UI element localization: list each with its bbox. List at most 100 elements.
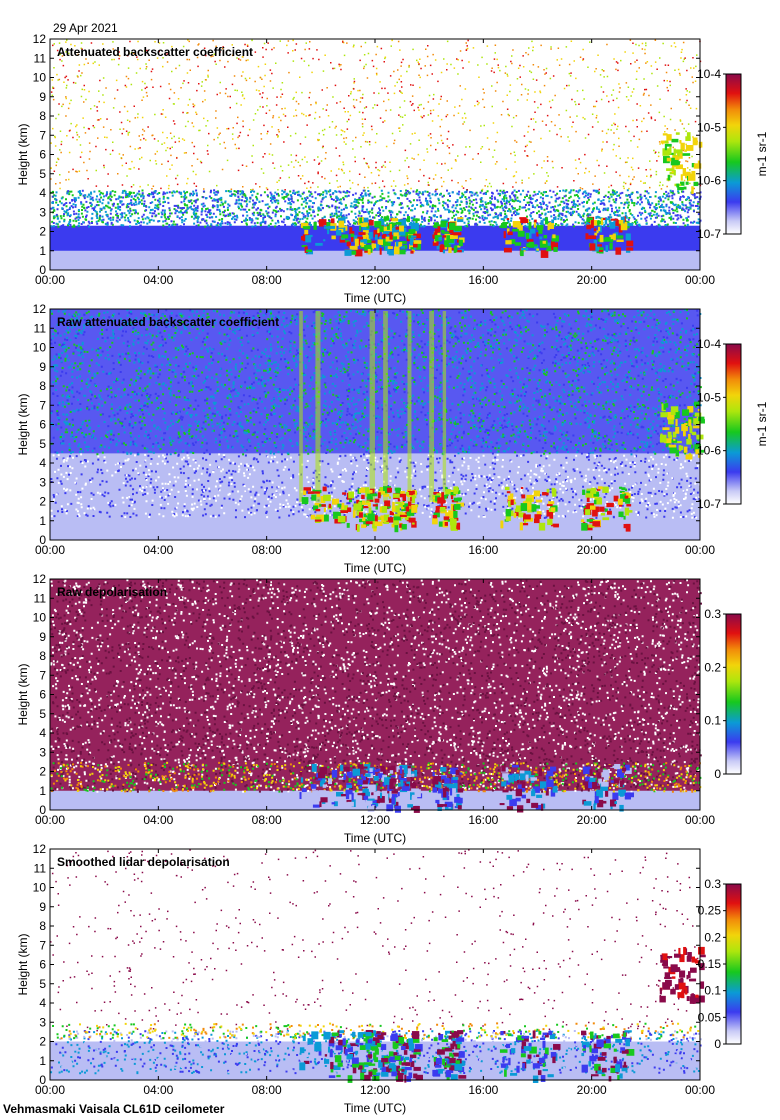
- y-axis-label: Height (km): [16, 933, 30, 995]
- x-tick-label: 00:00: [685, 273, 715, 287]
- panel-2: Raw attenuated backscatter coefficient 0…: [16, 302, 769, 575]
- x-tick-label: 20:00: [577, 543, 607, 557]
- panel-1: Attenuated backscatter coefficient 01234…: [16, 32, 769, 305]
- y-tick-label: 10: [33, 341, 47, 355]
- y-tick-label: 3: [39, 745, 46, 759]
- colorbar: [725, 883, 742, 1045]
- y-axis-label: Height (km): [16, 393, 30, 455]
- heatmap-area: [50, 849, 706, 1083]
- x-tick-label: 12:00: [360, 813, 390, 827]
- y-tick-label: 7: [39, 668, 46, 682]
- colorbar-tick-label: 10-4: [697, 337, 721, 351]
- y-tick-label: 7: [39, 398, 46, 412]
- colorbar-tick-label: 0.15: [698, 957, 722, 971]
- colorbar-ticks: 0 0.05 0.1 0.15 0.2 0.25 0.3: [698, 877, 726, 1051]
- y-axis-label: Height (km): [16, 123, 30, 185]
- x-tick-label: 04:00: [143, 543, 173, 557]
- x-tick-label: 12:00: [360, 543, 390, 557]
- x-tick-label: 16:00: [468, 273, 498, 287]
- x-tick-label: 20:00: [577, 273, 607, 287]
- x-tick-label: 20:00: [577, 813, 607, 827]
- x-tick-label: 00:00: [35, 543, 65, 557]
- y-tick-label: 9: [39, 90, 46, 104]
- y-tick-label: 3: [39, 475, 46, 489]
- y-tick-label: 5: [39, 437, 46, 451]
- x-tick-label: 08:00: [252, 1083, 282, 1097]
- y-tick-label: 2: [39, 1035, 46, 1049]
- panel-4: Smoothed lidar depolarisation 0123456789…: [16, 842, 742, 1115]
- colorbar-tick-label: 0.2: [704, 930, 721, 944]
- x-tick-label: 00:00: [685, 543, 715, 557]
- colorbar-tick-label: 10-7: [697, 227, 721, 241]
- x-tick-label: 08:00: [252, 543, 282, 557]
- y-tick-label: 3: [39, 205, 46, 219]
- y-tick-label: 5: [39, 707, 46, 721]
- y-tick-label: 3: [39, 1015, 46, 1029]
- y-tick-label: 2: [39, 495, 46, 509]
- y-tick-label: 5: [39, 977, 46, 991]
- x-tick-label: 16:00: [468, 813, 498, 827]
- colorbar-tick-label: 0.2: [704, 660, 721, 674]
- y-tick-label: 4: [39, 456, 46, 470]
- colorbar: [725, 343, 742, 505]
- colorbar-tick-label: 10-5: [697, 120, 721, 134]
- x-tick-label: 00:00: [35, 273, 65, 287]
- y-tick-label: 9: [39, 900, 46, 914]
- y-tick-label: 6: [39, 688, 46, 702]
- x-axis-label: Time (UTC): [344, 561, 406, 575]
- x-tick-label: 16:00: [468, 1083, 498, 1097]
- footer-instrument-label: Vehmasmaki Vaisala CL61D ceilometer: [3, 1102, 225, 1116]
- colorbar-unit-label: m-1 sr-1: [755, 131, 769, 176]
- colorbar-tick-label: 0.1: [704, 984, 721, 998]
- x-tick-label: 20:00: [577, 1083, 607, 1097]
- colorbar-tick-label: 0: [714, 767, 721, 781]
- y-tick-label: 1: [39, 514, 46, 528]
- colorbar-tick-label: 10-4: [697, 67, 721, 81]
- y-tick-label: 9: [39, 630, 46, 644]
- y-tick-label: 4: [39, 726, 46, 740]
- y-tick-label: 11: [34, 861, 47, 875]
- y-tick-label: 8: [39, 109, 46, 123]
- y-tick-label: 9: [39, 360, 46, 374]
- y-tick-label: 6: [39, 148, 46, 162]
- x-ticks: 00:00 04:00 08:00 12:00 16:00 20:00 00:00: [35, 579, 715, 827]
- colorbar-tick-label: 0.3: [704, 877, 721, 891]
- x-tick-label: 04:00: [143, 273, 173, 287]
- y-tick-label: 10: [33, 881, 47, 895]
- heatmap-area: [50, 579, 703, 813]
- y-tick-label: 0: [39, 533, 46, 547]
- colorbar: [725, 613, 742, 775]
- panel-title: Raw attenuated backscatter coefficient: [57, 315, 279, 329]
- colorbar-tick-label: 10-5: [697, 390, 721, 404]
- x-tick-label: 00:00: [685, 813, 715, 827]
- y-tick-label: 1: [39, 244, 46, 258]
- y-tick-label: 0: [39, 263, 46, 277]
- x-axis-label: Time (UTC): [344, 831, 406, 845]
- panel-title: Smoothed lidar depolarisation: [57, 855, 230, 869]
- colorbar-tick-label: 0: [714, 1037, 721, 1051]
- y-tick-label: 6: [39, 958, 46, 972]
- date-label: 29 Apr 2021: [53, 21, 118, 35]
- y-tick-label: 1: [39, 1054, 46, 1068]
- colorbar-ticks: 0 0.1 0.2 0.3: [704, 607, 726, 781]
- x-tick-label: 04:00: [143, 813, 173, 827]
- y-tick-label: 11: [34, 51, 47, 65]
- y-tick-label: 8: [39, 919, 46, 933]
- y-axis-label: Height (km): [16, 663, 30, 725]
- heatmap-area: [50, 39, 703, 270]
- colorbar-tick-label: 0.05: [698, 1010, 722, 1024]
- y-tick-label: 12: [33, 572, 47, 586]
- x-tick-label: 00:00: [685, 1083, 715, 1097]
- x-tick-label: 08:00: [252, 273, 282, 287]
- x-ticks: 00:00 04:00 08:00 12:00 16:00 20:00 00:00: [35, 849, 715, 1097]
- colorbar-ticks: 10-7 10-6 10-5 10-4: [697, 67, 726, 241]
- y-tick-label: 11: [34, 321, 47, 335]
- x-tick-label: 12:00: [360, 273, 390, 287]
- x-tick-label: 00:00: [35, 1083, 65, 1097]
- x-tick-label: 08:00: [252, 813, 282, 827]
- x-axis-label: Time (UTC): [344, 1101, 406, 1115]
